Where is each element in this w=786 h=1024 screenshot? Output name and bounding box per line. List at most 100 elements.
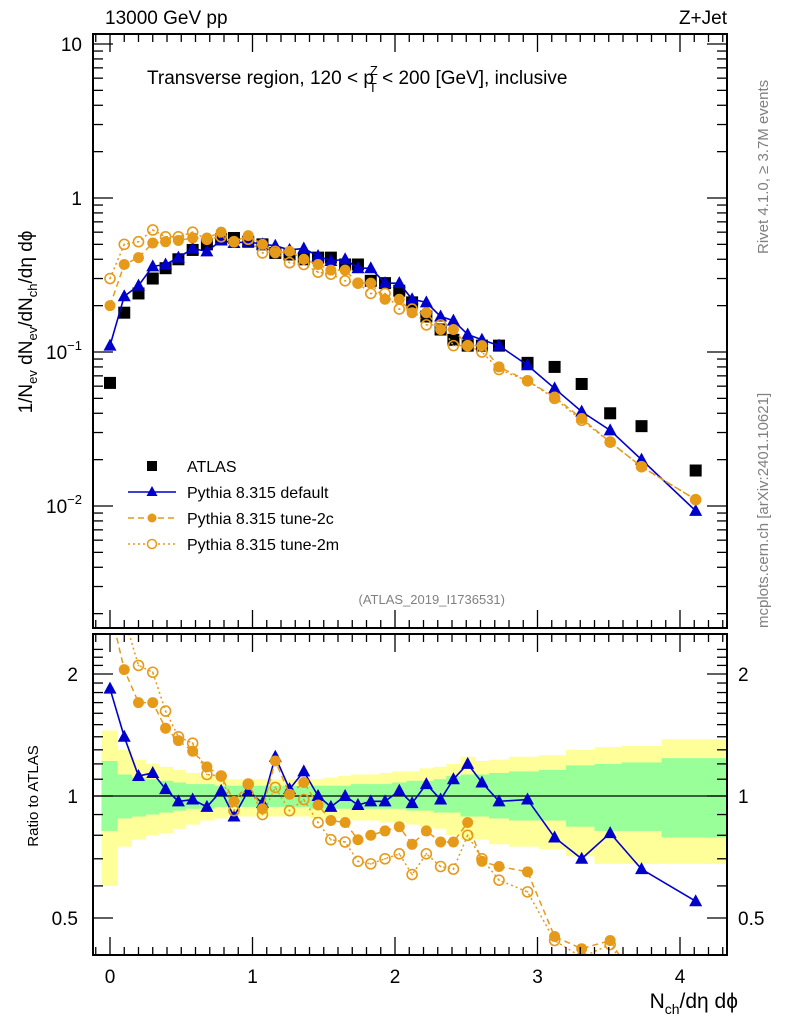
- ratio-data-point: [297, 793, 310, 806]
- main-data-point: [228, 235, 240, 248]
- main-data-point: [548, 360, 561, 373]
- ratio-data-point: [312, 816, 324, 829]
- ratio-data-point: [146, 765, 160, 778]
- ratio-data-point: [476, 855, 488, 867]
- main-data-point: [405, 292, 419, 305]
- ratio-data-point: [393, 821, 405, 833]
- main-data-point: [338, 252, 352, 265]
- main-ylabel: 1/Nev dNev/dNch/dη dϕ: [16, 231, 40, 414]
- ratio-panel: 0.5 0.5 1 1 2 2 0 1 2 3 4 Ratio to ATLAS Nch/dη d…: [25, 530, 764, 1017]
- ratio-ytick-label-right: 2: [738, 665, 749, 686]
- ratio-data-point: [636, 986, 647, 997]
- main-data-point: [103, 338, 117, 351]
- ratio-data-point: [228, 804, 240, 817]
- main-data-point: [447, 333, 460, 346]
- legend-item: ATLAS: [147, 459, 237, 476]
- ratio-band-inner: [538, 769, 567, 821]
- ratio-data-point: [637, 986, 647, 996]
- ratio-data-point: [269, 781, 282, 794]
- ratio-data-point: [462, 817, 474, 829]
- ratio-data-point: [118, 664, 130, 676]
- ratio-data-point: [339, 836, 351, 848]
- main-data-point: [352, 277, 364, 289]
- main-data-point: [548, 381, 562, 394]
- main-data-point: [393, 303, 406, 315]
- main-data-point: [146, 272, 159, 285]
- ratio-ticks: [93, 634, 727, 955]
- main-data-point: [635, 420, 648, 433]
- ratio-xtick-label: 3: [532, 967, 543, 988]
- ratio-data-point: [635, 862, 649, 875]
- main-data-point: [604, 407, 617, 420]
- main-data-point: [283, 256, 296, 269]
- ratio-xlabel: Nch/dη dϕ: [650, 990, 738, 1017]
- ratio-data-point: [186, 792, 200, 805]
- ratio-data-point: [171, 794, 185, 807]
- ratio-data-point: [365, 829, 377, 841]
- main-ytick-label: 10−2: [46, 492, 82, 518]
- ratio-band-inner: [145, 779, 159, 815]
- ratio-data-point: [364, 794, 378, 807]
- main-data-point: [312, 266, 324, 278]
- collision-label: 13000 GeV pp: [105, 8, 228, 29]
- main-data-point: [406, 307, 418, 319]
- main-data-point: [324, 253, 338, 266]
- main-data-point: [297, 241, 311, 254]
- legend-marker: [146, 538, 158, 550]
- main-data-point: [186, 241, 200, 254]
- main-data-point: [493, 363, 505, 376]
- legend-item: Pythia 8.315 default: [128, 485, 329, 502]
- ylabel-c-sub: ch: [25, 283, 40, 297]
- ratio-ytick-label-right: 0.5: [738, 909, 764, 930]
- xlabel-a: N: [650, 990, 665, 1013]
- ratio-data-point: [117, 729, 131, 742]
- ratio-data-point: [256, 808, 269, 821]
- main-data-point: [689, 464, 702, 477]
- main-data-point: [201, 233, 213, 246]
- ratio-data-point: [324, 799, 338, 812]
- ratio-series-pythia-8-315-default: [103, 681, 703, 907]
- main-data-point: [146, 224, 159, 236]
- legend-label: Pythia 8.315 default: [187, 485, 329, 502]
- main-data-point: [146, 259, 160, 272]
- main-data-point: [172, 234, 184, 246]
- ratio-data-point: [379, 852, 391, 865]
- ratio-xtick-label: 0: [105, 967, 116, 988]
- main-data-point: [242, 233, 255, 246]
- ratio-data-point: [159, 705, 172, 717]
- main-data-point: [689, 503, 703, 516]
- ratio-data-point: [446, 772, 460, 785]
- main-data-point: [325, 264, 337, 276]
- ratio-data-point: [689, 894, 703, 907]
- ratio-data-point: [461, 756, 475, 769]
- ratio-data-point: [576, 943, 588, 955]
- main-series-group: [103, 224, 703, 516]
- ylabel-a: 1/N: [16, 384, 37, 414]
- ratio-data-point: [405, 796, 419, 809]
- ratio-data-point: [434, 792, 448, 805]
- main-data-point: [689, 493, 702, 506]
- main-data-point: [548, 392, 561, 405]
- ratio-data-point: [159, 782, 173, 795]
- ytick-base: 10: [46, 343, 67, 364]
- ratio-data-point: [339, 817, 351, 829]
- main-data-point: [461, 339, 474, 352]
- main-data-point: [104, 300, 116, 312]
- main-data-point: [297, 258, 310, 271]
- ratio-data-point: [576, 951, 588, 955]
- rivet-label: Rivet 4.1.0, ≥ 3.7M events: [755, 80, 772, 254]
- main-data-point: [104, 272, 116, 285]
- ratio-data-point: [105, 530, 115, 540]
- ratio-data-point: [325, 815, 337, 827]
- ratio-xtick-label: 4: [675, 967, 686, 988]
- main-data-point: [635, 452, 649, 465]
- title-pre: Transverse region, 120 < p: [147, 68, 374, 89]
- legend-label: Pythia 8.315 tune-2m: [187, 537, 339, 554]
- main-data-point: [325, 268, 337, 281]
- main-data-point: [392, 276, 406, 289]
- ratio-data-point: [434, 860, 447, 873]
- xlabel-sub: ch: [665, 1001, 680, 1017]
- ratio-data-point: [406, 838, 418, 850]
- main-data-point: [420, 319, 433, 331]
